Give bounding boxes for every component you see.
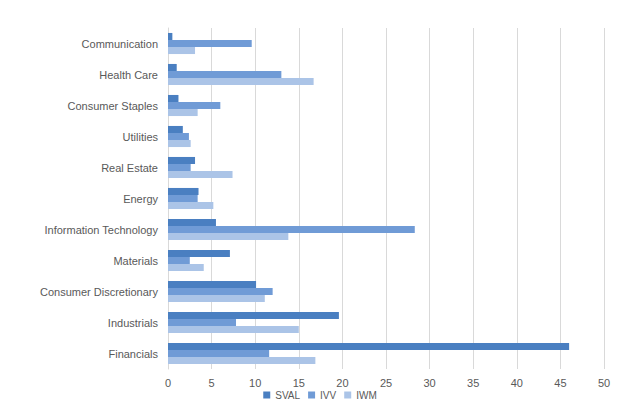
svg-text:Industrials: Industrials: [108, 317, 159, 329]
svg-text:5: 5: [209, 377, 215, 389]
svg-text:Communication: Communication: [82, 38, 158, 50]
svg-text:Consumer Discretionary: Consumer Discretionary: [40, 286, 158, 298]
svg-text:Energy: Energy: [123, 193, 158, 205]
svg-text:Financials: Financials: [108, 348, 158, 360]
svg-text:Utilities: Utilities: [123, 131, 159, 143]
svg-text:45: 45: [554, 377, 566, 389]
svg-text:SVAL: SVAL: [275, 390, 300, 401]
svg-text:Real Estate: Real Estate: [101, 162, 158, 174]
svg-text:20: 20: [336, 377, 348, 389]
svg-text:25: 25: [380, 377, 392, 389]
svg-text:40: 40: [511, 377, 523, 389]
svg-text:Information Technology: Information Technology: [44, 224, 158, 236]
svg-text:IWM: IWM: [356, 390, 377, 401]
svg-text:Materials: Materials: [113, 255, 158, 267]
svg-text:35: 35: [467, 377, 479, 389]
svg-text:50: 50: [598, 377, 610, 389]
svg-text:Health Care: Health Care: [99, 69, 158, 81]
svg-text:30: 30: [423, 377, 435, 389]
svg-text:Consumer Staples: Consumer Staples: [68, 100, 159, 112]
svg-text:10: 10: [249, 377, 261, 389]
svg-text:15: 15: [293, 377, 305, 389]
svg-text:0: 0: [165, 377, 171, 389]
svg-text:IVV: IVV: [320, 390, 336, 401]
